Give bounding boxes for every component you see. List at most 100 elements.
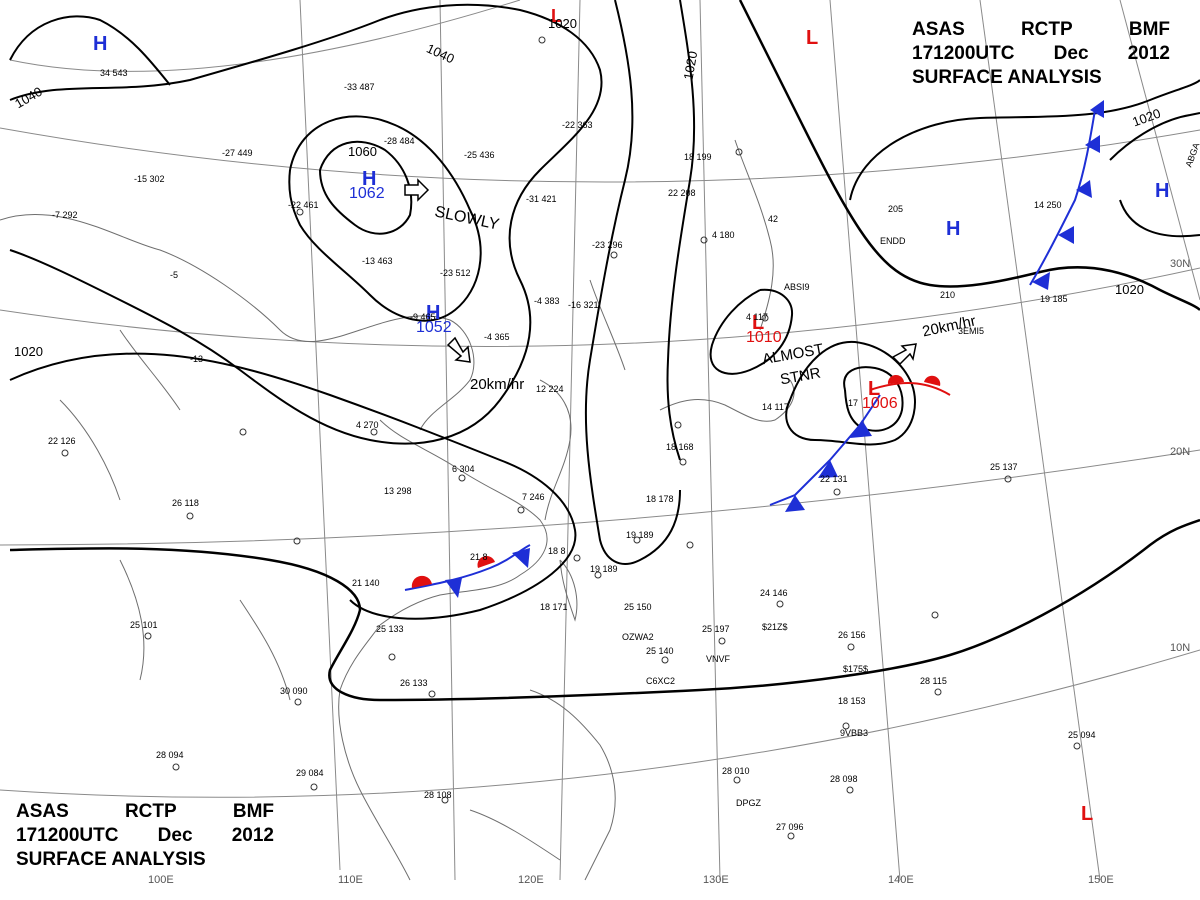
station-obs: 12 224 (536, 384, 564, 394)
station-obs: -4 365 (484, 332, 510, 342)
station-obs: 28 108 (424, 790, 452, 800)
station-obs: 25 094 (1068, 730, 1096, 740)
high-pressure-center: H 1062 (349, 168, 385, 203)
station-obs: 30 090 (280, 686, 308, 696)
longitude-label: 130E (703, 874, 729, 886)
station-label: C6XC2 (646, 676, 676, 686)
motion-label: 20km/hr (470, 376, 525, 393)
station-obs: -22 461 (288, 200, 319, 210)
station-obs: 26 156 (838, 630, 866, 640)
cold-front-triangle (818, 460, 838, 478)
station-obs: 28 094 (156, 750, 184, 760)
latitude-label: 20N (1170, 446, 1191, 458)
low-pressure-center: L (551, 6, 562, 27)
station-obs: 25 140 (646, 646, 674, 656)
station-obs: 25 150 (624, 602, 652, 612)
chart-header-top: ASAS RCTP BMF 171200UTC Dec 2012 SURFACE… (912, 18, 1170, 90)
header-month: Dec (157, 825, 193, 846)
station-obs: -33 487 (344, 82, 375, 92)
warm-front-half-circle (924, 375, 941, 386)
header-year: 2012 (1127, 43, 1170, 64)
pressure-center-letter: H (426, 302, 441, 324)
header-month: Dec (1053, 43, 1089, 64)
warm-front-east (869, 382, 951, 396)
longitude-label: 100E (148, 874, 174, 886)
station-obs: 25 197 (702, 624, 730, 634)
cold-front-triangle (1058, 226, 1074, 244)
pressure-center-value: 1062 (349, 185, 385, 202)
header-line-2: 171200UTC Dec 2012 (16, 824, 274, 848)
station-obs: -31 421 (526, 194, 557, 204)
station-obs: -27 449 (222, 148, 253, 158)
station-label: DPGZ (736, 798, 762, 808)
pressure-center-letter: H (362, 168, 377, 190)
header-center: RCTP (1020, 19, 1073, 40)
pressure-center-value: 1052 (416, 319, 452, 336)
station-obs: 14 117 (762, 402, 789, 412)
station-obs: 28 115 (920, 676, 947, 686)
header-center: RCTP (124, 801, 177, 822)
station-obs: 25 133 (376, 624, 404, 634)
cold-front-triangle (512, 548, 530, 568)
pressure-center-value: 1006 (862, 395, 898, 412)
isobars (9, 0, 1200, 702)
high-pressure-center: H (946, 218, 960, 241)
station-label: $175$ (843, 664, 869, 674)
cold-front-triangle (1090, 100, 1104, 118)
station-obs: -4 383 (534, 296, 560, 306)
motion-arrow-20kmhr-west (446, 336, 471, 363)
low-pressure-center: L 1010 (746, 312, 782, 347)
station-obs: 14 250 (1034, 200, 1062, 210)
header-time: 171200UTC (16, 825, 119, 846)
latitude-label: 10N (1170, 642, 1191, 654)
station-obs: 21 8 (470, 552, 488, 562)
station-obs: 25 137 (990, 462, 1018, 472)
station-obs: 28 010 (722, 766, 750, 776)
station-obs: -13 (190, 354, 204, 364)
pressure-center-letter: L (752, 312, 765, 334)
cold-front-triangle (445, 578, 462, 598)
station-obs: 22 126 (48, 436, 76, 446)
station-obs: 22 131 (820, 474, 848, 484)
isobar-label: 1060 (348, 144, 377, 159)
station-label: 9VBB3 (840, 728, 869, 738)
station-obs: 29 084 (296, 768, 324, 778)
pressure-center-letter: H (946, 218, 961, 240)
station-obs: 18 178 (646, 494, 674, 504)
cold-front-triangle (850, 420, 872, 438)
header-unit: BMF (232, 801, 274, 822)
station-obs: 22 208 (668, 188, 696, 198)
cold-front-triangle (1076, 180, 1092, 198)
station-obs: -16 321 (568, 300, 599, 310)
high-pressure-center: H 1052 (416, 302, 452, 337)
pressure-center-letter: H (93, 33, 108, 55)
station-obs: -23 512 (440, 268, 471, 278)
header-line-1: ASAS RCTP BMF (16, 800, 274, 824)
motion-arrow-slowly (404, 178, 430, 202)
cold-front-triangle (785, 495, 805, 512)
fronts (404, 100, 1104, 598)
coastlines (0, 139, 795, 881)
header-unit: BMF (1128, 19, 1170, 40)
header-line-1: ASAS RCTP BMF (912, 18, 1170, 42)
longitude-label: 110E (338, 874, 363, 886)
station-obs: 34 543 (100, 68, 128, 78)
warm-front-half-circle (887, 374, 904, 384)
longitude-label: 150E (1088, 874, 1114, 886)
pressure-center-letter: L (1081, 803, 1094, 825)
station-obs: 19 185 (1040, 294, 1068, 304)
header-agency: ASAS (912, 19, 965, 40)
station-obs: -22 363 (562, 120, 593, 130)
warm-front-half-circle (477, 555, 495, 568)
header-agency: ASAS (16, 801, 69, 822)
warm-front-half-circle (411, 575, 432, 588)
station-label: VNVF (706, 654, 731, 664)
station-obs: -7 292 (52, 210, 78, 220)
station-obs: 24 146 (760, 588, 788, 598)
high-pressure-center: H (1155, 180, 1169, 203)
pressure-center-letter: L (868, 378, 881, 400)
station-label: ABSI9 (784, 282, 810, 292)
station-label: ENDD (880, 236, 906, 246)
pressure-center-letter: L (806, 27, 819, 49)
header-year: 2012 (231, 825, 274, 846)
